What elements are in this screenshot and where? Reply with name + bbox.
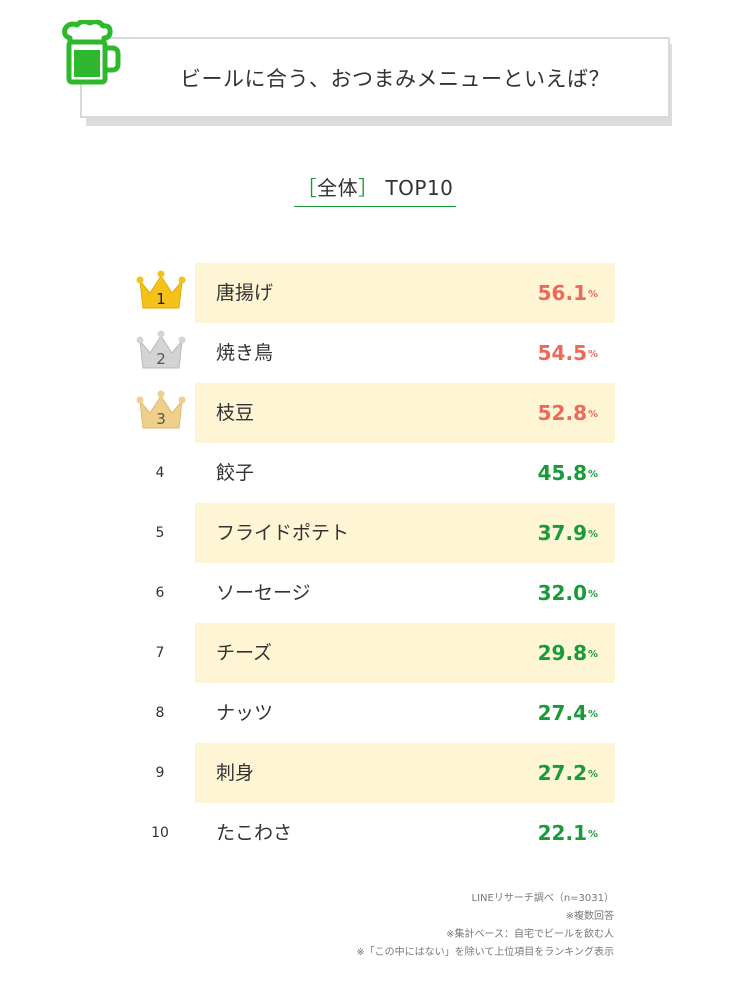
row-item-label: 枝豆 [216,402,255,424]
row-value: 56.1 [537,281,587,305]
row-item-label: フライドポテト [216,522,350,544]
row-item-label: 刺身 [216,762,255,784]
subtitle-close-bracket: ］ [358,176,379,200]
page-title: ビールに合う、おつまみメニューといえば？ [180,67,610,91]
footnote-multiple-answers: ※複数回答 [565,911,614,922]
row-item-label: 唐揚げ [216,282,274,304]
rank-number: 3 [156,410,166,428]
row-unit: % [587,589,598,600]
crown-rank-3-icon: 3 [135,388,187,432]
rank-number: 7 [155,645,165,661]
crown-rank-2-icon: 2 [135,328,187,372]
row-unit: % [587,649,598,660]
table-row: 刺身 27.2% [195,743,615,803]
subtitle-scope: 全体 [317,176,359,200]
footnote-ranking: ※「この中にはない」を除いて上位項目をランキング表示 [356,947,614,958]
row-value: 27.4 [537,701,587,725]
table-row: チーズ 29.8% [195,623,615,683]
subtitle-open-bracket: ［ [296,176,318,200]
subtitle-underline: ［全体］ TOP10 [293,172,457,207]
row-unit: % [587,529,598,540]
row-item-label: ソーセージ [216,582,311,604]
table-row: 焼き鳥 54.5% [195,323,615,383]
rank-number: 10 [151,825,169,841]
rank-number: 6 [155,585,165,601]
footnote-base: ※集計ベース：自宅でビールを飲む人 [446,929,614,940]
row-unit: % [587,709,598,720]
table-row: 餃子 45.8% [195,443,615,503]
subtitle: ［全体］ TOP10 [0,172,750,207]
table-row: たこわさ 22.1% [195,803,615,863]
row-item-label: 焼き鳥 [216,342,274,364]
row-unit: % [587,469,598,480]
row-value: 37.9 [537,521,587,545]
header-banner: ビールに合う、おつまみメニューといえば？ [80,37,670,118]
row-value: 54.5 [537,341,587,365]
row-item-label: ナッツ [216,702,274,724]
row-value: 45.8 [537,461,587,485]
beer-mug-icon [62,20,121,85]
row-unit: % [587,769,598,780]
footnotes: LINEリサーチ調べ（n=3031） ※複数回答 ※集計ベース：自宅でビールを飲… [356,890,614,962]
rank-number: 1 [156,290,166,308]
table-row: ナッツ 27.4% [195,683,615,743]
row-value: 52.8 [537,401,587,425]
row-value: 32.0 [537,581,587,605]
table-row: ソーセージ 32.0% [195,563,615,623]
table-row: 唐揚げ 56.1% [195,263,615,323]
rank-number: 2 [156,350,166,368]
row-unit: % [587,289,598,300]
row-item-label: 餃子 [216,462,255,484]
table-row: 枝豆 52.8% [195,383,615,443]
crown-rank-1-icon: 1 [135,268,187,312]
rank-number: 5 [155,525,165,541]
row-value: 22.1 [537,821,587,845]
row-item-label: たこわさ [216,822,293,844]
row-unit: % [587,829,598,840]
ranking-table: 唐揚げ 56.1% 1 焼き鳥 54.5% 2 枝豆 52.8% 3 餃子 45.8% 4 フライドポテ… [0,263,750,863]
rank-number: 8 [155,705,165,721]
row-value: 27.2 [537,761,587,785]
row-unit: % [587,349,598,360]
subtitle-rest: TOP10 [385,176,454,200]
row-item-label: チーズ [216,642,273,664]
table-row: フライドポテト 37.9% [195,503,615,563]
rank-number: 9 [155,765,165,781]
footnote-source: LINEリサーチ調べ（n=3031） [471,893,615,904]
row-unit: % [587,409,598,420]
row-value: 29.8 [537,641,587,665]
rank-number: 4 [155,465,165,481]
